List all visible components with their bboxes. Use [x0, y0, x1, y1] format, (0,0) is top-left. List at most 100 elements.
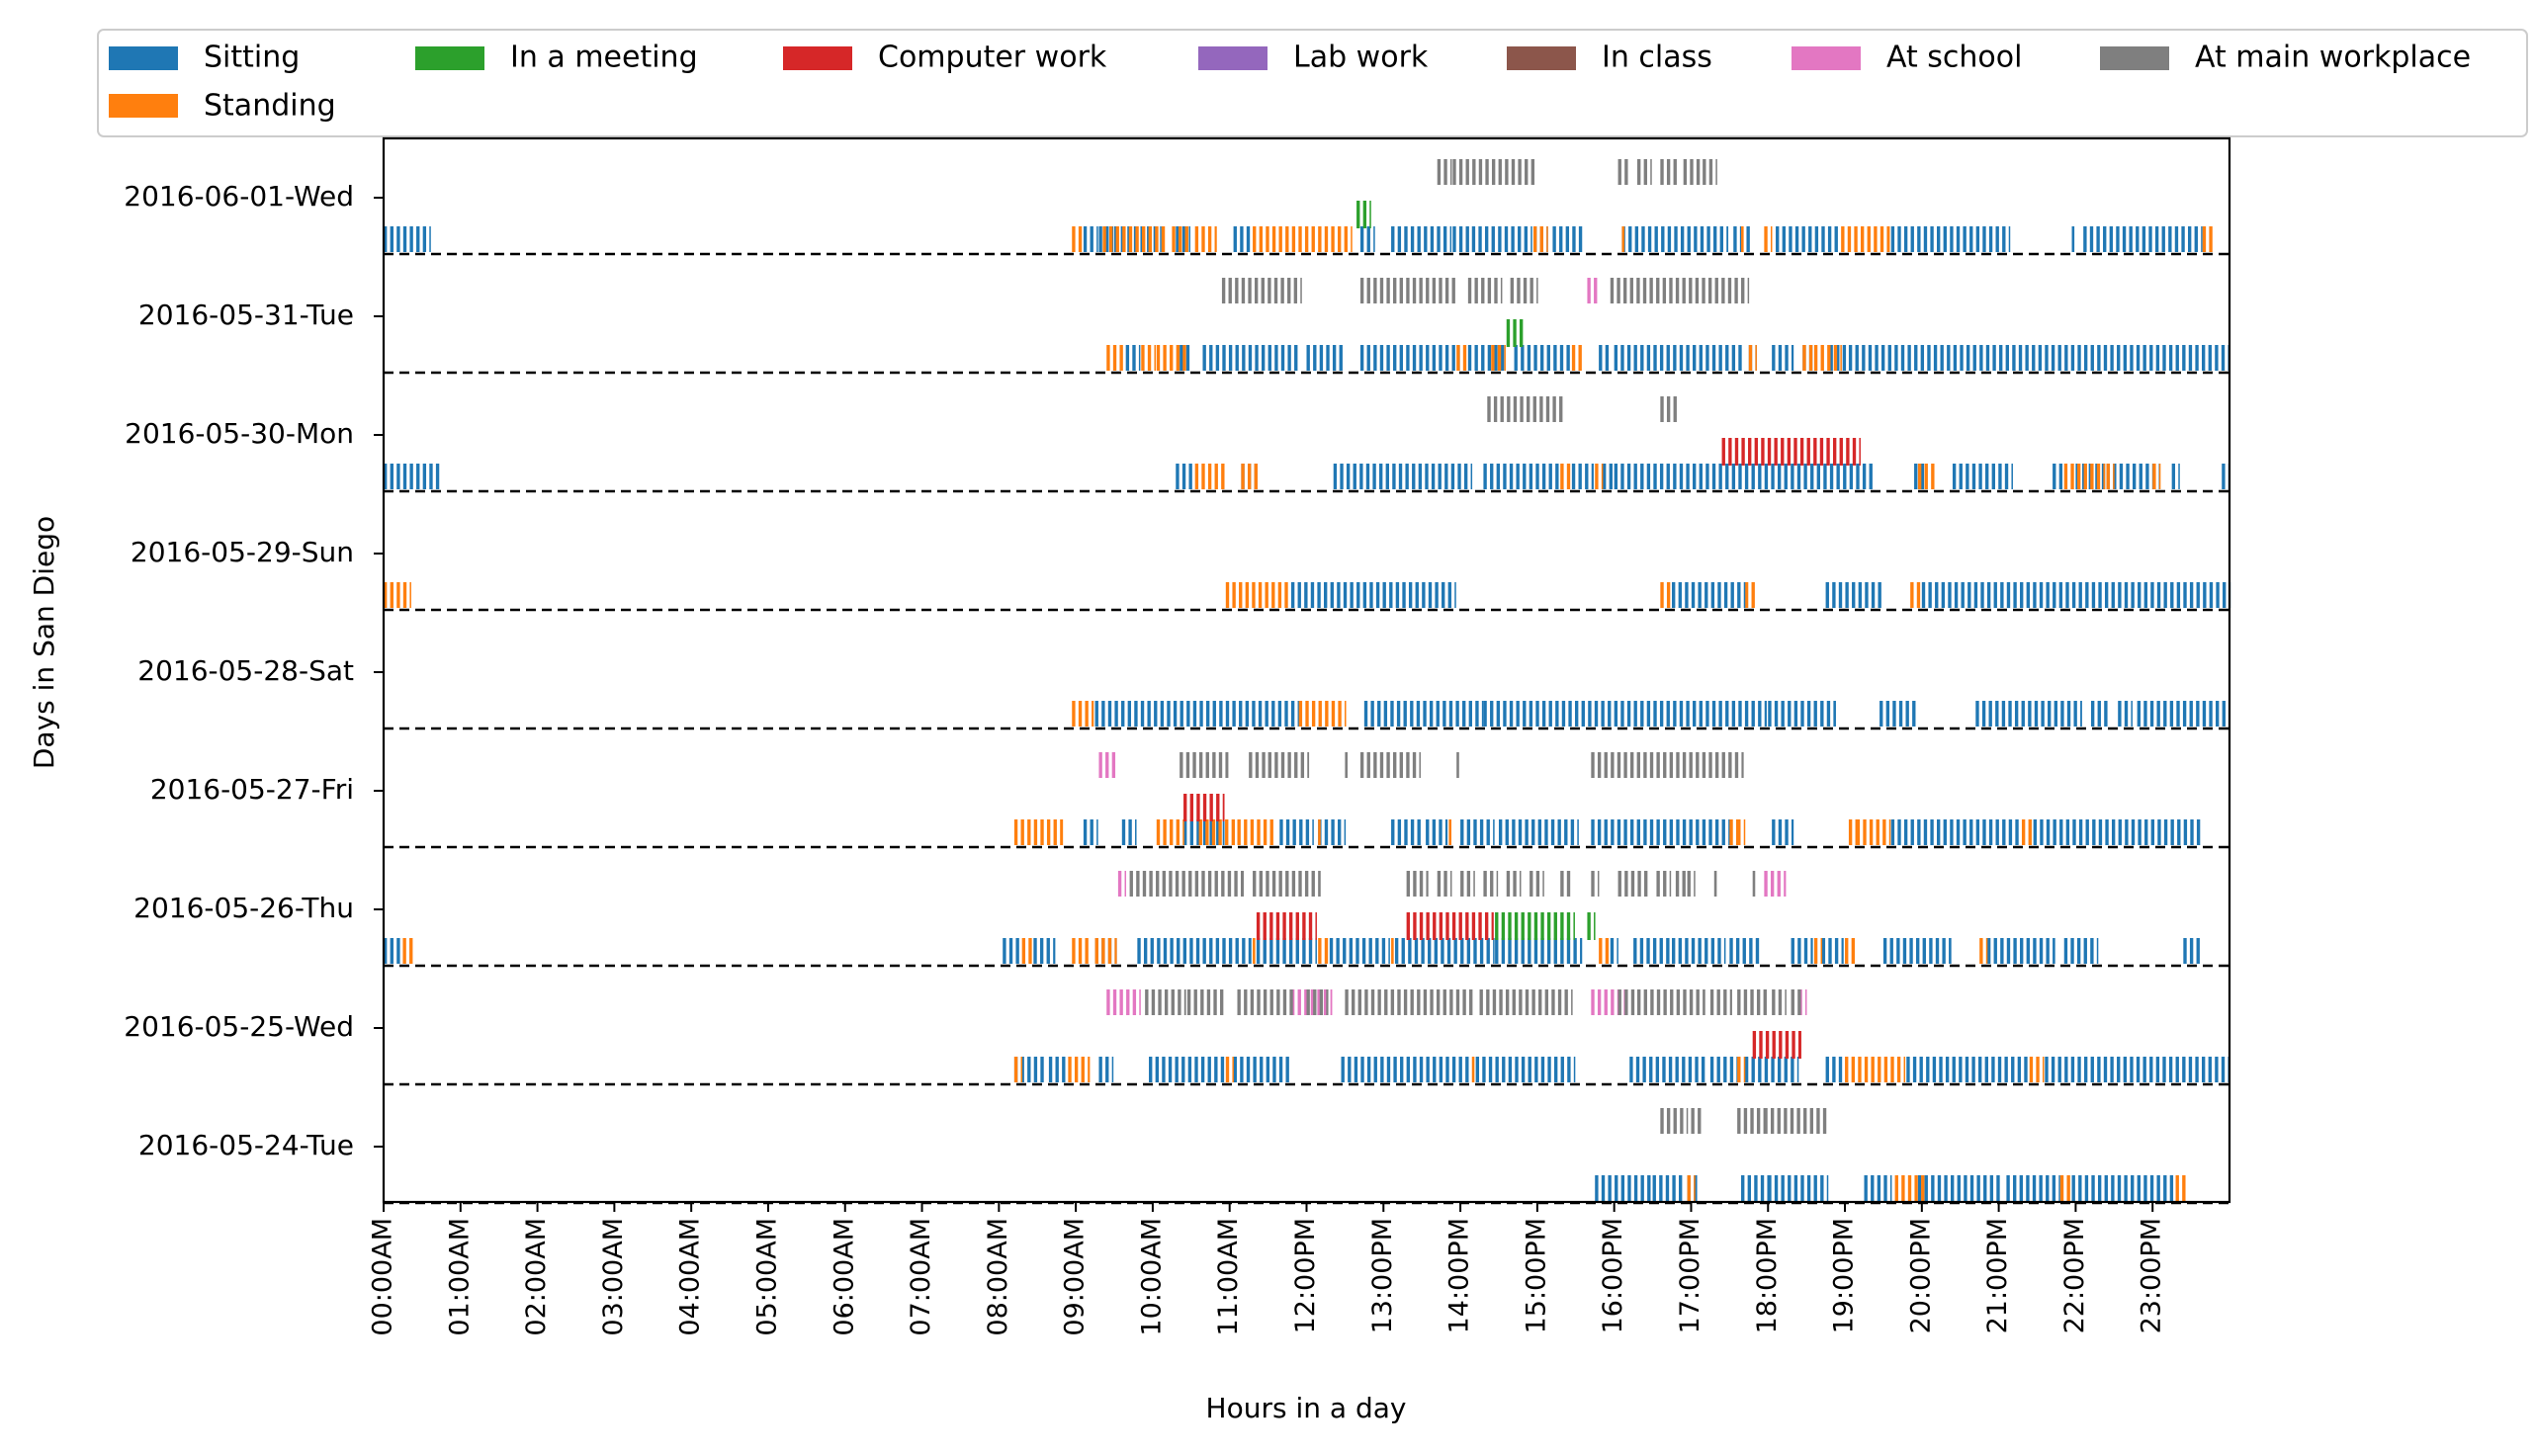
activity-bar-sitting [1665, 1175, 1670, 1201]
activity-bar-sitting [1646, 345, 1651, 371]
activity-bar-sitting [1693, 701, 1697, 727]
activity-bar-sitting [1604, 819, 1608, 845]
activity-bar-meeting [1566, 912, 1571, 940]
activity-bar-sitting [1180, 701, 1183, 727]
activity-bar-sitting [1438, 464, 1442, 489]
activity-bar-standing [1253, 938, 1256, 964]
activity-bar-school [1139, 989, 1141, 1015]
activity-bar-sitting [1744, 464, 1749, 489]
activity-bar-sitting [1125, 345, 1130, 371]
activity-bar-sitting [2201, 1057, 2206, 1082]
activity-bar-sitting [1803, 938, 1808, 964]
activity-bar-workplace [1235, 278, 1239, 303]
activity-bar-sitting [1810, 938, 1813, 964]
activity-bar-sitting [1437, 226, 1441, 252]
activity-bar-sitting [1942, 938, 1946, 964]
activity-bar-workplace [1656, 871, 1660, 897]
activity-bar-standing [1085, 938, 1089, 964]
activity-bar-sitting [1956, 819, 1961, 845]
activity-bar-sitting [1954, 582, 1959, 608]
activity-bar-sitting [1127, 701, 1132, 727]
activity-bar-workplace [1254, 278, 1259, 303]
activity-bar-sitting [1760, 1175, 1765, 1201]
activity-bar-sitting [1608, 1175, 1612, 1201]
activity-bar-sitting [1978, 464, 1982, 489]
activity-bar-meeting [1594, 912, 1596, 940]
activity-bar-sitting [2040, 819, 2044, 845]
activity-bar-sitting [1673, 345, 1677, 371]
activity-bar-sitting [1493, 819, 1495, 845]
activity-bar-computer [1774, 438, 1778, 466]
activity-bar-sitting [1473, 938, 1477, 964]
activity-bar-sitting [1772, 345, 1776, 371]
activity-bar-meeting [1553, 912, 1557, 940]
activity-bar-computer [1189, 794, 1194, 821]
activity-bar-computer [1728, 438, 1732, 466]
activity-bar-sitting [2201, 345, 2206, 371]
activity-bar-sitting [1640, 345, 1644, 371]
activity-bar-sitting [1928, 582, 1932, 608]
activity-bar-standing [1888, 819, 1891, 845]
activity-bar-workplace [1763, 1108, 1766, 1134]
activity-bar-workplace [1218, 752, 1223, 778]
activity-bar-sitting [1202, 345, 1206, 371]
activity-bar-sitting [2162, 345, 2166, 371]
activity-bar-sitting [1137, 938, 1141, 964]
activity-bar-sitting [1897, 226, 1901, 252]
x-tick-label: 14:00PM [1444, 1218, 1475, 1333]
activity-bar-sitting [1995, 226, 1999, 252]
activity-bar-sitting [2058, 1175, 2060, 1201]
activity-bar-sitting [1560, 938, 1564, 964]
activity-bar-sitting [1481, 701, 1484, 727]
activity-bar-workplace [1743, 1108, 1748, 1134]
activity-bar-sitting [1460, 938, 1464, 964]
activity-bar-sitting [2071, 1175, 2075, 1201]
activity-bar-sitting [1326, 345, 1330, 371]
activity-bar-computer [1759, 1031, 1763, 1059]
activity-bar-sitting [1971, 1057, 1975, 1082]
activity-bar-sitting [1963, 226, 1967, 252]
activity-bar-standing [1666, 582, 1671, 608]
activity-bar-sitting [2104, 701, 2108, 727]
activity-bar-sitting [1361, 938, 1366, 964]
activity-bar-sitting [1048, 1057, 1053, 1082]
activity-bar-standing [2152, 464, 2156, 489]
activity-bar-workplace [1530, 278, 1533, 303]
activity-bar-sitting [1915, 938, 1920, 964]
activity-bar-sitting [2196, 582, 2200, 608]
activity-bar-workplace [1261, 278, 1265, 303]
activity-bar-sitting [2058, 582, 2063, 608]
activity-bar-workplace [1186, 989, 1191, 1015]
activity-bar-standing [1252, 582, 1256, 608]
activity-bar-workplace [1656, 989, 1661, 1015]
activity-bar-workplace [1192, 752, 1196, 778]
activity-bar-workplace [1437, 871, 1442, 897]
activity-bar-computer [1439, 912, 1443, 940]
activity-bar-sitting [2194, 226, 2198, 252]
activity-bar-workplace [1205, 752, 1209, 778]
activity-bar-standing [1324, 938, 1329, 964]
activity-bar-workplace [1714, 278, 1718, 303]
activity-bar-workplace [1466, 871, 1471, 897]
activity-bar-workplace [1552, 396, 1556, 422]
activity-bar-sitting [2163, 701, 2167, 727]
activity-bar-sitting [1426, 345, 1430, 371]
activity-bar-sitting [1212, 701, 1216, 727]
activity-bar-sitting [1366, 1057, 1371, 1082]
activity-bar-sitting [2188, 1057, 2193, 1082]
activity-bar-standing [1344, 226, 1348, 252]
legend-label-class: In class [1602, 41, 1712, 75]
activity-bar-sitting [1617, 819, 1621, 845]
activity-bar-sitting [1463, 464, 1468, 489]
activity-bar-computer [1852, 438, 1857, 466]
activity-bar-meeting [1513, 319, 1517, 347]
activity-bar-workplace [1253, 871, 1257, 897]
activity-bar-sitting [2053, 464, 2056, 489]
activity-bar-standing [1182, 819, 1184, 845]
activity-bar-computer [1799, 438, 1804, 466]
activity-bar-standing [1764, 226, 1768, 252]
activity-bar-sitting [1521, 938, 1525, 964]
activity-bar-sitting [1393, 1057, 1397, 1082]
activity-bar-sitting [1098, 226, 1102, 252]
activity-bar-workplace [1298, 871, 1302, 897]
